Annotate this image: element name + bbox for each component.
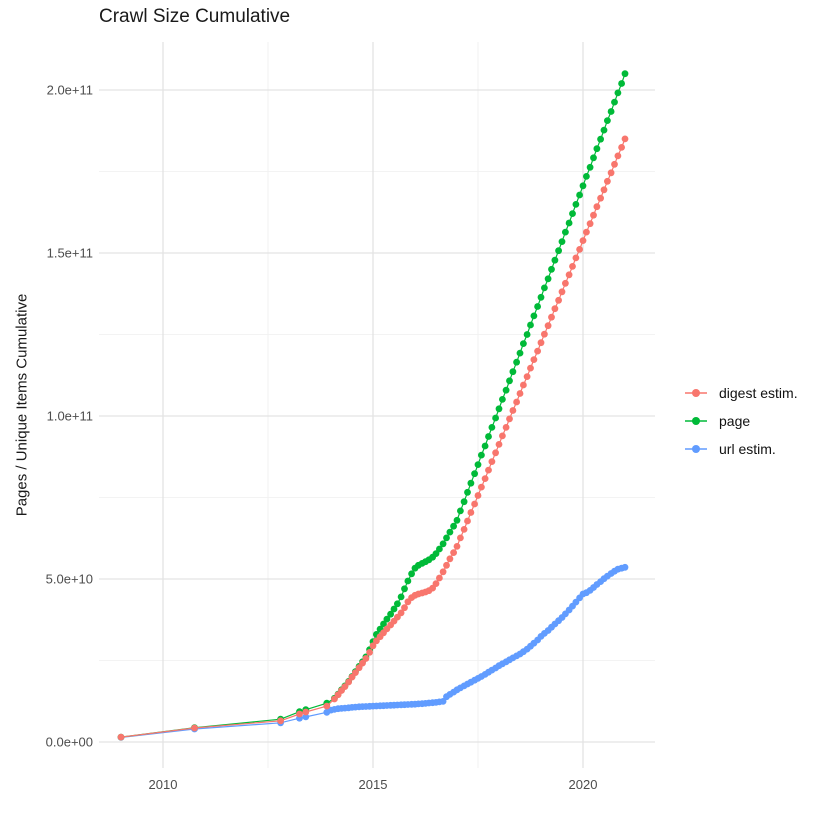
axis-tick-labels: 0.0e+00 5.0e+10 1.0e+11 1.5e+11 2.0e+11 2010 2… xyxy=(46,82,598,792)
legend-key-digest-line-dot-icon xyxy=(685,389,707,397)
legend: digest estim. page url estim. xyxy=(684,379,798,463)
y-tick-label: 5.0e+10 xyxy=(46,571,93,586)
legend-key-page-line-dot-icon xyxy=(685,417,707,425)
legend-item-digest-estim: digest estim. xyxy=(684,379,798,407)
y-tick-label: 1.5e+11 xyxy=(47,245,93,260)
y-tick-label: 0.0e+00 xyxy=(46,734,93,749)
gridlines-minor xyxy=(99,42,655,768)
x-tick-label: 2015 xyxy=(359,777,388,792)
gridlines-major xyxy=(99,42,655,768)
x-tick-label: 2010 xyxy=(149,777,178,792)
chart-title: Crawl Size Cumulative xyxy=(99,6,291,27)
y-tick-label: 1.0e+11 xyxy=(47,408,93,423)
legend-label: digest estim. xyxy=(719,385,798,401)
series-digest-estim xyxy=(117,135,629,741)
legend-label: url estim. xyxy=(719,441,776,457)
legend-item-url-estim: url estim. xyxy=(684,435,798,463)
series-url-estim xyxy=(117,563,629,741)
y-tick-label: 2.0e+11 xyxy=(47,82,93,97)
legend-item-page: page xyxy=(684,407,798,435)
x-tick-label: 2020 xyxy=(569,777,598,792)
legend-label: page xyxy=(719,413,751,429)
legend-key-url-line-dot-icon xyxy=(685,445,707,453)
